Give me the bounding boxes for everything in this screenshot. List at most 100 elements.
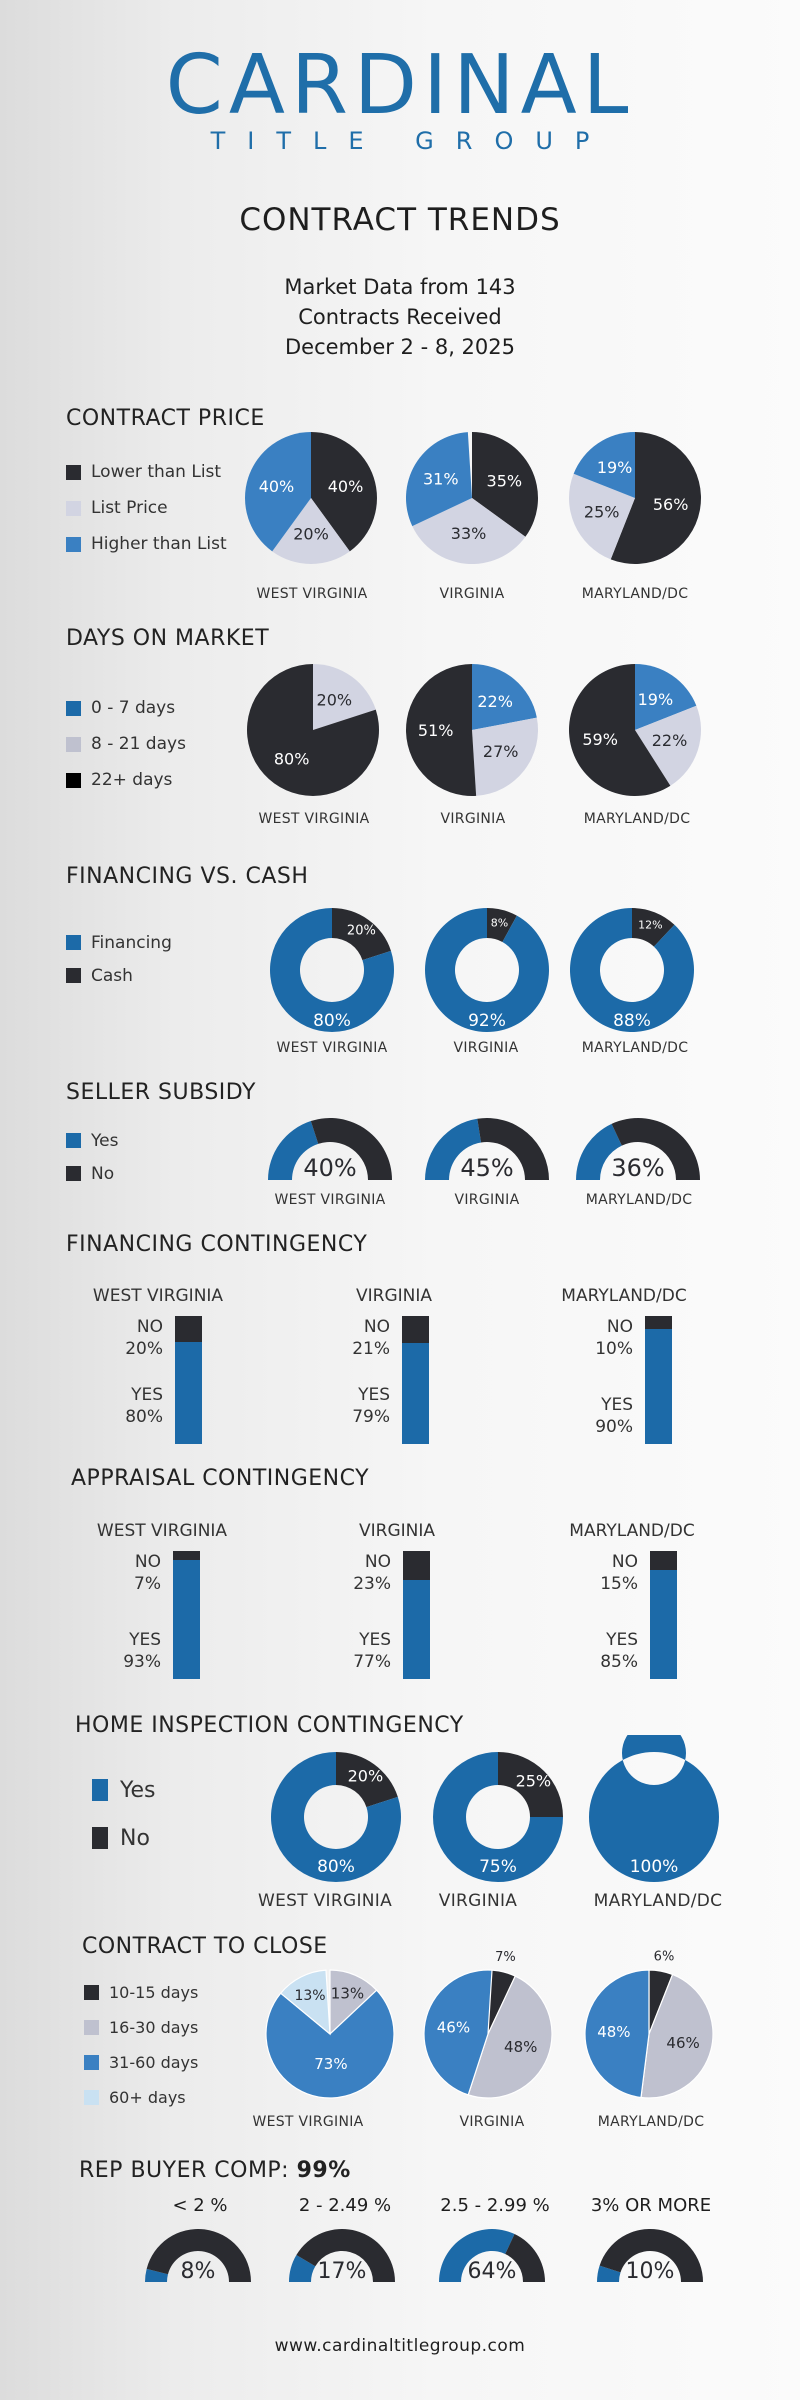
bar-label-no: NO 10% bbox=[555, 1316, 633, 1360]
bar-label-no-value: 20% bbox=[125, 1339, 163, 1359]
legend-swatch bbox=[66, 700, 81, 716]
bar-label-yes-name: YES bbox=[358, 1385, 390, 1405]
legend-label: No bbox=[91, 1163, 115, 1184]
legend-swatch bbox=[84, 1985, 99, 2000]
legend-item-financing: Financing bbox=[66, 926, 172, 959]
state-label-md: MARYLAND/DC bbox=[581, 1040, 689, 1056]
bar-label-yes-name: YES bbox=[601, 1395, 633, 1415]
legend-label: Yes bbox=[120, 1777, 156, 1803]
slice-label: 48% bbox=[504, 2038, 537, 2056]
seller-subsidy-legend: Yes No bbox=[66, 1124, 118, 1190]
bar-label-no: NO 23% bbox=[313, 1551, 391, 1595]
legend-item-16-30: 16-30 days bbox=[84, 2010, 198, 2045]
bar-label-no-name: NO bbox=[363, 1317, 390, 1337]
pie-slice bbox=[406, 664, 477, 796]
pie-slice bbox=[589, 1735, 719, 1882]
legend-item-cash: Cash bbox=[66, 959, 172, 992]
page-title: CONTRACT TRENDS bbox=[239, 202, 561, 238]
contract-to-close-charts: 13% 73% 13% 7% 48% 46% 6% 46% 48% bbox=[265, 1950, 714, 2099]
contract-price-title: CONTRACT PRICE bbox=[66, 406, 265, 431]
legend-item-31-60: 31-60 days bbox=[84, 2045, 198, 2080]
pie-slice bbox=[467, 1975, 553, 2099]
slice-label: 8% bbox=[491, 917, 508, 930]
legend-swatch bbox=[66, 464, 81, 480]
gauge-label: 64% bbox=[468, 2259, 517, 2284]
legend-item-higher: Higher than List bbox=[66, 526, 227, 562]
pie-slice bbox=[332, 908, 391, 961]
home-inspection-legend: Yes No bbox=[92, 1766, 156, 1862]
slice-label: 22% bbox=[652, 731, 688, 750]
state-label-md: MARYLAND/DC bbox=[581, 586, 689, 602]
contract-price-legend: Lower than List List Price Higher than L… bbox=[66, 454, 227, 562]
slice-label: 19% bbox=[638, 690, 674, 709]
pie-slice bbox=[412, 498, 526, 565]
legend-item-10-15: 10-15 days bbox=[84, 1975, 198, 2010]
bar-label-no: NO 21% bbox=[312, 1316, 390, 1360]
days-on-market-charts: 20% 80% 22% 27% 51% 19% 22% 59% bbox=[247, 664, 701, 796]
days-on-market-title: DAYS ON MARKET bbox=[66, 626, 270, 651]
bar-label-no-name: NO bbox=[134, 1552, 161, 1572]
legend-label: Financing bbox=[91, 932, 172, 953]
bar-label-yes-name: YES bbox=[131, 1385, 163, 1405]
state-label-wv: WEST VIRGINIA bbox=[252, 2114, 364, 2130]
seller-subsidy-title: SELLER SUBSIDY bbox=[66, 1080, 256, 1105]
bar-label-yes-value: 79% bbox=[352, 1407, 390, 1427]
slice-label: 59% bbox=[582, 730, 618, 749]
logo-wordmark: CARDINAL bbox=[165, 38, 635, 133]
bar-label-no-value: 10% bbox=[595, 1339, 633, 1359]
state-label-wv: WEST VIRGINIA bbox=[257, 1891, 393, 1911]
slice-label: 20% bbox=[348, 1767, 384, 1786]
gauge-value-arc bbox=[268, 1121, 319, 1180]
legend-swatch bbox=[66, 935, 81, 950]
legend-item-no: No bbox=[66, 1157, 118, 1190]
footer-url: www.cardinaltitlegroup.com bbox=[274, 2336, 526, 2356]
bar-segment-yes bbox=[645, 1328, 672, 1444]
comp-label-3plus: 3% OR MORE bbox=[590, 2195, 712, 2216]
state-label-md: MARYLAND/DC bbox=[593, 1891, 723, 1911]
legend-label: List Price bbox=[91, 498, 168, 518]
pie-slice bbox=[487, 908, 517, 942]
state-label-va: VIRGINIA bbox=[440, 811, 506, 827]
bar-segment-yes bbox=[650, 1570, 677, 1679]
comp-label-lt2: < 2 % bbox=[172, 2195, 228, 2216]
slice-label: 40% bbox=[259, 477, 295, 496]
gauge-remainder-arc bbox=[296, 2229, 395, 2282]
slice-label: 80% bbox=[313, 1011, 351, 1031]
bar-label-no-value: 21% bbox=[352, 1339, 390, 1359]
legend-item-60plus: 60+ days bbox=[84, 2080, 198, 2115]
bar-label-no-name: NO bbox=[611, 1552, 638, 1572]
gauge-remainder-arc bbox=[505, 2234, 545, 2282]
pie-slice bbox=[424, 908, 549, 1032]
slice-label: 46% bbox=[437, 2018, 470, 2036]
state-label-wv: WEST VIRGINIA bbox=[256, 586, 368, 602]
state-label-wv: WEST VIRGINIA bbox=[276, 1040, 388, 1056]
subtitle-line-1: Market Data from 143 bbox=[284, 275, 516, 299]
slice-label: 31% bbox=[423, 470, 459, 489]
pie-slice bbox=[570, 908, 694, 1032]
slice-label: 80% bbox=[274, 749, 310, 768]
gauge-remainder-arc bbox=[599, 2228, 703, 2282]
gauge-remainder-arc bbox=[146, 2229, 251, 2282]
bar-segment-no bbox=[175, 1316, 202, 1342]
pie-slice bbox=[247, 664, 380, 796]
state-label-md: MARYLAND/DC bbox=[585, 1192, 693, 1208]
legend-label: 10-15 days bbox=[109, 1983, 199, 2002]
bar-segment-yes bbox=[402, 1342, 429, 1444]
rep-buyer-comp-value: 99% bbox=[296, 2158, 351, 2183]
bar-label-yes-value: 90% bbox=[595, 1417, 633, 1437]
pie-slice bbox=[270, 908, 395, 1032]
bar-label-yes: YES 85% bbox=[560, 1629, 638, 1673]
pie-slice bbox=[270, 1752, 401, 1882]
slice-label: 20% bbox=[347, 924, 376, 939]
bar-label-yes: YES 80% bbox=[85, 1384, 163, 1428]
bar-label-no-name: NO bbox=[136, 1317, 163, 1337]
state-label-wv: WEST VIRGINIA bbox=[274, 1192, 386, 1208]
slice-label: 92% bbox=[468, 1011, 506, 1031]
slice-label: 40% bbox=[328, 477, 364, 496]
pie-slice bbox=[569, 664, 671, 796]
legend-item-list: List Price bbox=[66, 490, 227, 526]
pie-slice bbox=[498, 1752, 563, 1817]
legend-swatch bbox=[66, 1133, 81, 1148]
contract-to-close-legend: 10-15 days 16-30 days 31-60 days 60+ day… bbox=[84, 1975, 198, 2115]
gauge-label: 36% bbox=[611, 1154, 664, 1182]
